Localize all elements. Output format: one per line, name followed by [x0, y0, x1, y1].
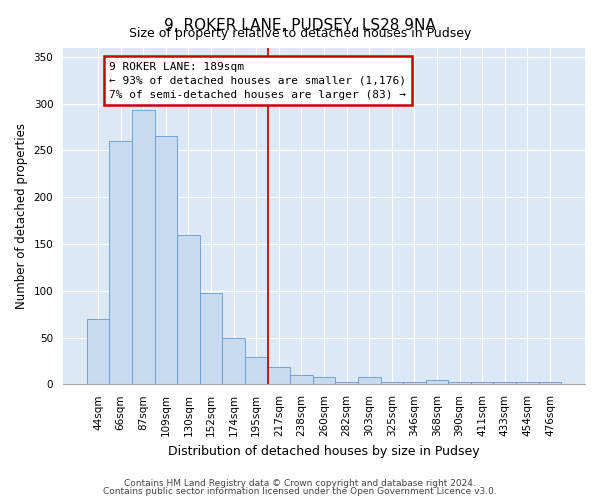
Bar — [177, 234, 200, 384]
Bar — [380, 382, 403, 384]
Bar — [109, 141, 132, 384]
Bar — [358, 377, 380, 384]
X-axis label: Distribution of detached houses by size in Pudsey: Distribution of detached houses by size … — [168, 444, 480, 458]
Bar — [200, 292, 223, 384]
Bar — [290, 375, 313, 384]
Bar — [539, 382, 561, 384]
Bar — [245, 357, 268, 384]
Bar — [155, 136, 177, 384]
Bar — [493, 382, 516, 384]
Text: 9 ROKER LANE: 189sqm
← 93% of detached houses are smaller (1,176)
7% of semi-det: 9 ROKER LANE: 189sqm ← 93% of detached h… — [109, 62, 406, 100]
Text: 9, ROKER LANE, PUDSEY, LS28 9NA: 9, ROKER LANE, PUDSEY, LS28 9NA — [164, 18, 436, 32]
Bar — [132, 110, 155, 384]
Bar — [425, 380, 448, 384]
Bar — [516, 382, 539, 384]
Bar — [471, 382, 493, 384]
Bar — [313, 377, 335, 384]
Bar — [87, 319, 109, 384]
Bar — [403, 382, 425, 384]
Bar — [268, 366, 290, 384]
Text: Contains HM Land Registry data © Crown copyright and database right 2024.: Contains HM Land Registry data © Crown c… — [124, 479, 476, 488]
Y-axis label: Number of detached properties: Number of detached properties — [15, 123, 28, 309]
Text: Contains public sector information licensed under the Open Government Licence v3: Contains public sector information licen… — [103, 487, 497, 496]
Text: Size of property relative to detached houses in Pudsey: Size of property relative to detached ho… — [129, 28, 471, 40]
Bar — [335, 382, 358, 384]
Bar — [448, 382, 471, 384]
Bar — [223, 338, 245, 384]
